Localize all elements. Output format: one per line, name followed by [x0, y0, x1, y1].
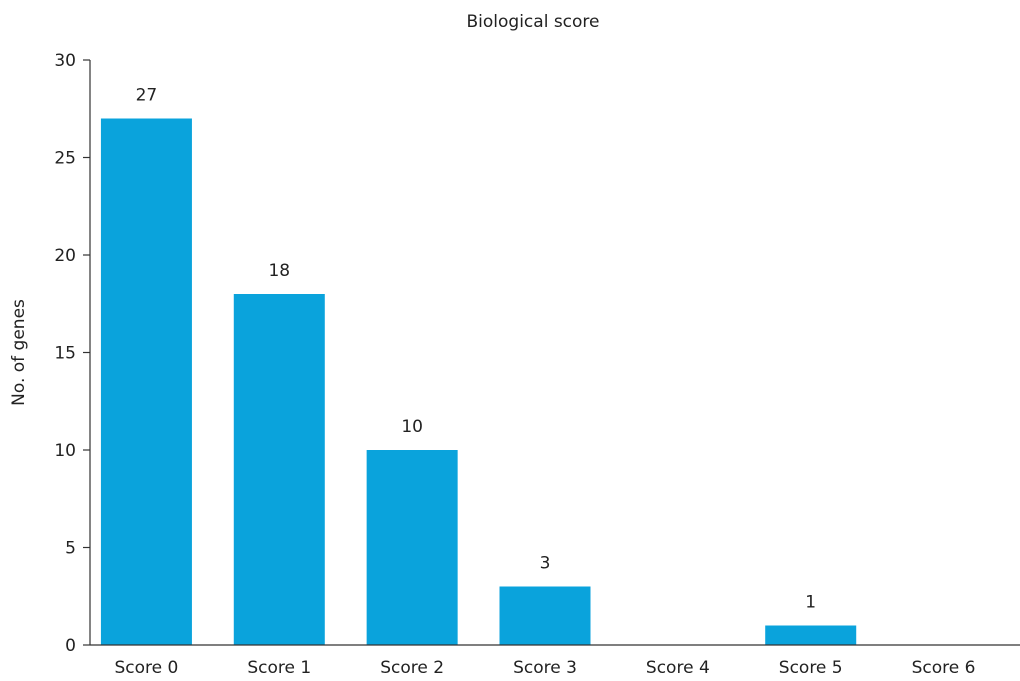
x-tick-label: Score 6: [912, 658, 976, 678]
data-label: 27: [136, 86, 158, 106]
x-axis: Score 0 Score 1 Score 2 Score 3 Score 4 Score…: [90, 644, 1020, 678]
data-label: 1: [805, 593, 816, 613]
bar-score-3: [499, 586, 591, 645]
y-tick-label: 20: [54, 246, 76, 266]
x-tick-label: Score 4: [646, 658, 710, 678]
x-tick-label: Score 3: [513, 658, 577, 678]
bar-score-0: [100, 118, 192, 645]
bars: [100, 118, 857, 645]
y-tick-label: 15: [54, 344, 76, 364]
y-axis: 0 5 10 15 20 25 30: [54, 51, 91, 656]
x-tick-label: Score 5: [779, 658, 843, 678]
chart-title: Biological score: [467, 12, 600, 32]
data-label: 18: [268, 261, 290, 281]
data-labels: 27 18 10 3 1: [136, 86, 817, 613]
y-axis-label: No. of genes: [9, 299, 29, 406]
bar-score-2: [366, 450, 458, 645]
bar-score-5: [765, 625, 857, 645]
y-tick-label: 30: [54, 51, 76, 71]
data-label: 10: [401, 417, 423, 437]
y-tick-label: 0: [65, 636, 76, 656]
y-tick-label: 5: [65, 539, 76, 559]
x-tick-label: Score 1: [247, 658, 311, 678]
x-tick-label: Score 0: [115, 658, 179, 678]
bar-score-1: [233, 294, 325, 645]
x-tick-label: Score 2: [380, 658, 444, 678]
y-tick-label: 10: [54, 441, 76, 461]
data-label: 3: [540, 554, 551, 574]
y-tick-label: 25: [54, 149, 76, 169]
